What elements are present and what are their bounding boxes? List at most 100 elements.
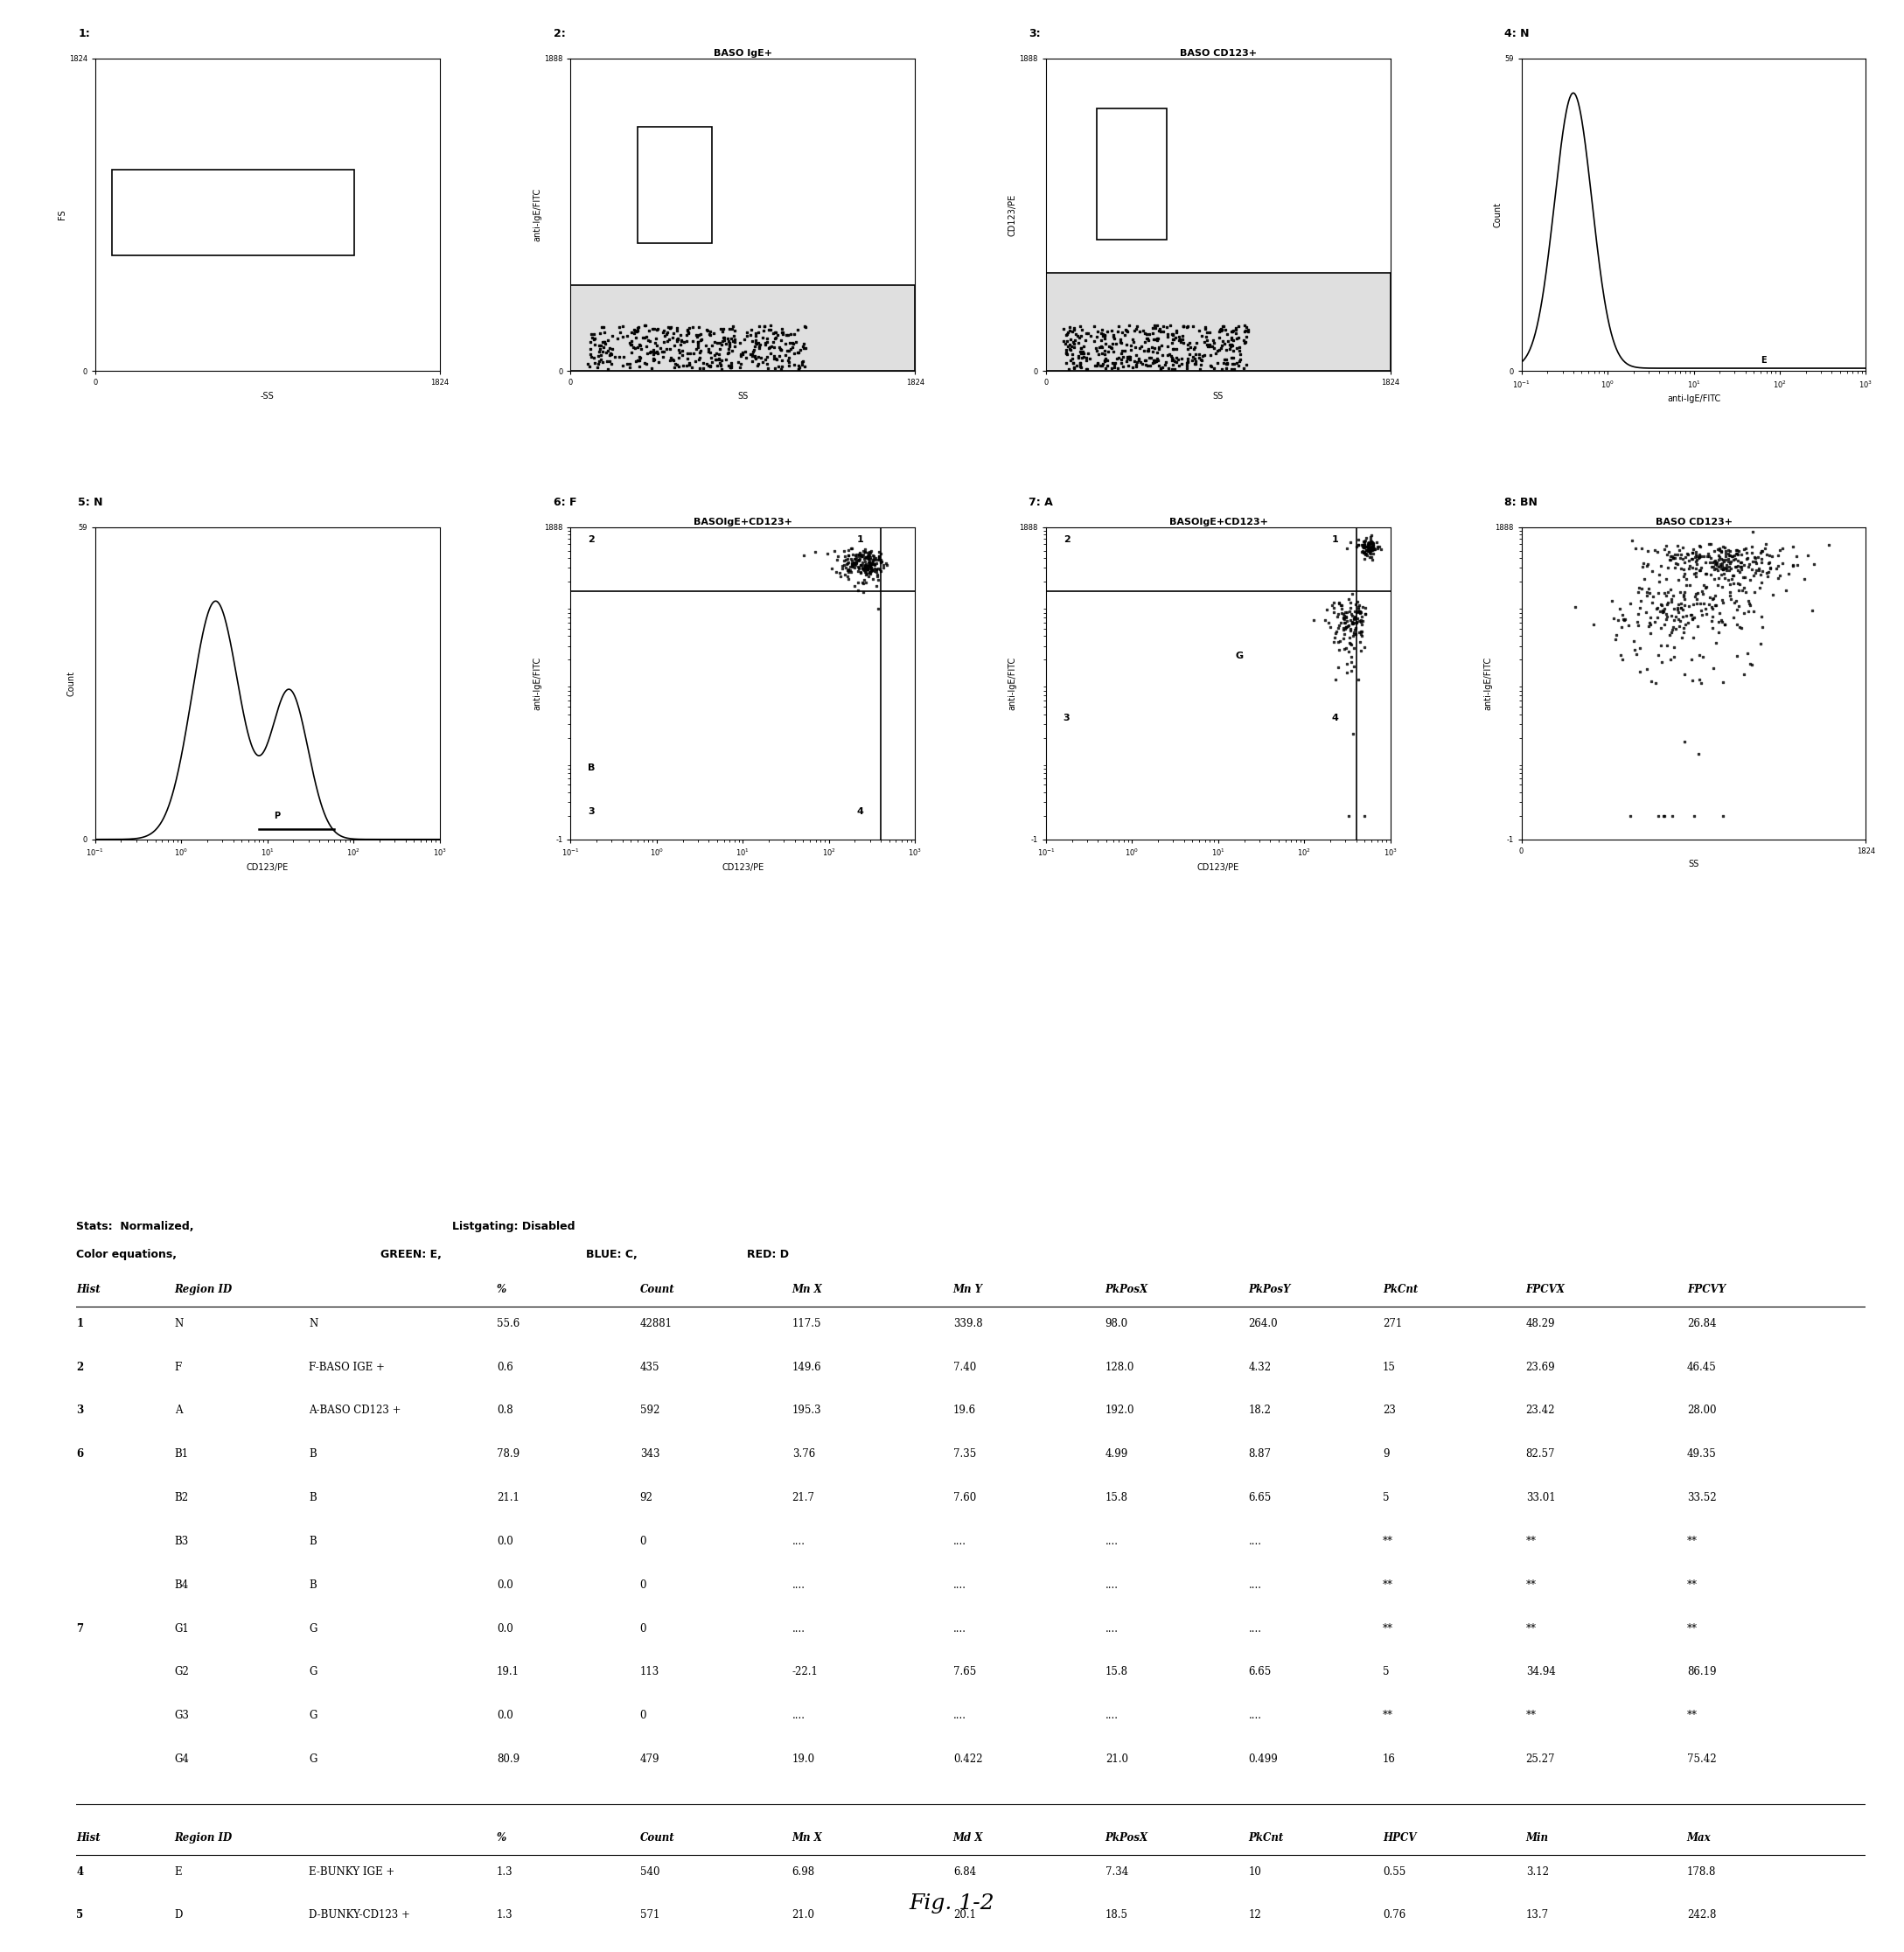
Point [128, 349, 158, 381]
Point [112, 355, 143, 386]
Point [1129, 252, 1160, 283]
Point [1087, 342, 1118, 373]
Point [651, 316, 682, 347]
Point [93, 344, 124, 375]
Point [653, 316, 684, 347]
Point [1129, 326, 1160, 357]
Point [80, 346, 110, 377]
Point [109, 80, 139, 111]
Point [232, 303, 263, 334]
Point [754, 346, 784, 377]
Point [1070, 330, 1101, 361]
Point [567, 342, 598, 373]
Point [1032, 340, 1062, 371]
Point [613, 346, 644, 377]
Point [244, 332, 274, 363]
Point [1074, 260, 1104, 291]
Point [630, 332, 661, 363]
Point [114, 258, 145, 289]
Point [710, 353, 741, 385]
Point [131, 353, 162, 385]
Point [86, 326, 116, 357]
Point [1215, 353, 1245, 385]
Point [169, 256, 200, 287]
Point [647, 336, 678, 367]
Point [1041, 287, 1072, 318]
Point [88, 346, 118, 377]
Point [1354, 533, 1384, 564]
Point [297, 338, 327, 369]
Point [1110, 351, 1140, 383]
Point [265, 156, 295, 187]
Point [1674, 552, 1704, 584]
Point [168, 324, 198, 355]
Point [95, 238, 126, 269]
Point [149, 330, 179, 361]
Point [1104, 326, 1135, 357]
Point [1744, 572, 1775, 603]
Point [594, 332, 625, 363]
Point [246, 355, 276, 386]
Point [158, 347, 188, 379]
Point [743, 347, 773, 379]
Point [80, 340, 110, 371]
Point [276, 279, 307, 310]
Point [1733, 552, 1763, 584]
Point [110, 342, 141, 373]
Point [1108, 295, 1139, 326]
Point [638, 199, 668, 230]
Point [116, 264, 147, 295]
Point [594, 351, 625, 383]
Point [592, 318, 623, 349]
Point [750, 328, 781, 359]
Point [1710, 545, 1740, 576]
Point [84, 207, 114, 238]
Point [137, 174, 168, 205]
Point [611, 336, 642, 367]
Point [208, 347, 238, 379]
Point [124, 312, 154, 344]
Point [1093, 332, 1123, 363]
Point [114, 351, 145, 383]
Point [866, 547, 897, 578]
Point [131, 328, 162, 359]
Point [101, 316, 131, 347]
Point [628, 306, 659, 338]
Point [154, 215, 185, 246]
Point [567, 340, 598, 371]
Point [101, 142, 131, 174]
Point [1765, 535, 1795, 566]
Point [1190, 312, 1220, 344]
Point [335, 314, 366, 346]
Text: 8: BN: 8: BN [1504, 496, 1537, 508]
Point [112, 351, 143, 383]
Text: PkCnt: PkCnt [1249, 1833, 1283, 1843]
Point [82, 332, 112, 363]
Point [626, 330, 657, 361]
Point [1238, 322, 1268, 353]
Point [1232, 351, 1262, 383]
Point [1076, 349, 1106, 381]
Point [1626, 586, 1656, 617]
Point [89, 342, 120, 373]
Point [80, 355, 110, 386]
Point [744, 326, 775, 357]
Point [89, 340, 120, 371]
Point [177, 293, 208, 324]
Point [565, 340, 596, 371]
Point [1142, 346, 1173, 377]
Point [623, 340, 653, 371]
Point [135, 334, 166, 365]
Point [80, 303, 110, 334]
Point [750, 330, 781, 361]
Point [107, 332, 137, 363]
Point [268, 297, 299, 328]
Point [861, 570, 891, 601]
Point [1066, 310, 1097, 342]
Point [215, 330, 246, 361]
Point [88, 318, 118, 349]
Point [156, 355, 187, 386]
Point [219, 355, 249, 386]
Point [80, 303, 110, 334]
Point [1045, 55, 1076, 86]
